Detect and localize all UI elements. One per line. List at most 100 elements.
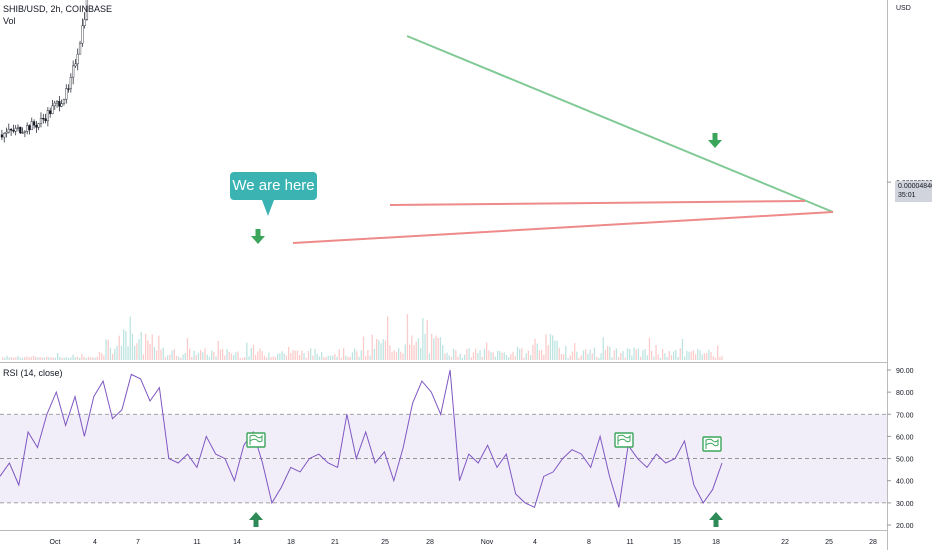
volume-bar — [17, 355, 19, 360]
volume-bar — [662, 348, 664, 360]
volume-bar — [494, 356, 497, 360]
candle-body — [28, 125, 31, 131]
volume-bar — [719, 356, 721, 360]
volume-bar — [618, 357, 620, 360]
flag-icon-glyph — [249, 434, 263, 445]
rsi-tick-label: 30.00 — [896, 501, 914, 508]
volume-bar — [706, 353, 708, 360]
volume-bar — [642, 350, 644, 360]
volume-bar — [46, 356, 48, 360]
volume-bar — [593, 347, 596, 360]
flag-icon-glyph — [705, 438, 719, 449]
candle-body — [55, 101, 59, 104]
volume-bar — [378, 340, 380, 360]
candle-body — [72, 65, 75, 78]
volume-bar — [112, 353, 114, 360]
volume-bar — [235, 352, 237, 360]
candle-body — [30, 121, 33, 131]
volume-bar — [191, 357, 193, 360]
volume-bar — [347, 356, 349, 360]
volume-bar — [409, 344, 411, 360]
candle-body — [14, 128, 17, 132]
volume-bar — [81, 354, 83, 360]
volume-bar — [380, 343, 382, 360]
volume-bar — [87, 356, 90, 360]
volume-bar — [26, 356, 28, 360]
volume-bar — [116, 345, 118, 360]
support-line — [389, 200, 806, 206]
volume-bar — [296, 350, 299, 360]
candle-body — [16, 126, 20, 129]
volume-bar — [637, 348, 640, 360]
volume-bar — [648, 337, 651, 360]
volume-bar — [129, 316, 131, 360]
volume-bar — [552, 335, 554, 360]
volume-bar — [252, 344, 255, 360]
volume-bar — [35, 356, 37, 360]
volume-bar — [329, 355, 332, 360]
volume-bar — [316, 353, 318, 360]
volume-bar — [376, 338, 378, 360]
candle-body — [19, 126, 22, 134]
volume-bar — [74, 357, 76, 360]
volume-bar — [503, 352, 505, 360]
volume-bar — [596, 356, 598, 360]
volume-bar — [101, 353, 103, 360]
candle-body — [65, 88, 68, 100]
volume-bar — [134, 345, 136, 360]
volume-bar — [587, 353, 589, 360]
volume-bar — [197, 352, 200, 360]
volume-bar — [175, 355, 178, 360]
volume-bar — [61, 357, 63, 360]
volume-bar — [411, 335, 413, 360]
we-are-here-callout: We are here — [230, 172, 317, 200]
down-arrow-icon — [251, 236, 265, 244]
volume-bar — [635, 349, 637, 360]
volume-bar — [263, 355, 266, 360]
volume-bar — [290, 353, 292, 360]
last-price-tag: 0.00004840 35:01 — [895, 181, 932, 202]
volume-bar — [690, 351, 692, 360]
volume-bar — [428, 353, 431, 360]
volume-bar — [541, 349, 543, 360]
volume-bar — [246, 342, 248, 360]
volume-bar — [653, 356, 655, 360]
volume-bar — [560, 353, 563, 360]
time-tick-label: 7 — [136, 539, 140, 546]
volume-bar — [109, 347, 112, 360]
volume-bar — [195, 355, 197, 360]
volume-bar — [215, 356, 217, 360]
volume-bar — [501, 352, 503, 360]
volume-bar — [255, 354, 257, 360]
volume-bar — [626, 348, 629, 360]
candle-body — [3, 133, 6, 138]
volume-bar — [164, 357, 167, 360]
down-arrow-icon-shaft — [712, 133, 718, 141]
candle-body — [62, 99, 66, 104]
volume-bar — [241, 357, 244, 360]
volume-bar — [19, 357, 21, 360]
candle-body — [69, 76, 72, 89]
chart-title: SHIB/USD, 2h, COINBASE — [3, 4, 113, 14]
volume-bar — [395, 351, 398, 360]
volume-bar — [516, 346, 519, 360]
volume-bar — [239, 357, 241, 360]
volume-bar — [332, 355, 334, 360]
time-tick-label: 15 — [673, 539, 681, 546]
volume-bar — [358, 356, 360, 360]
candle-body — [37, 123, 40, 128]
volume-bar — [490, 352, 492, 360]
volume-bar — [640, 356, 642, 360]
volume-bar — [670, 355, 673, 360]
volume-bar — [292, 350, 294, 360]
volume-bar — [147, 340, 149, 360]
volume-bar — [285, 355, 288, 360]
volume-bar — [294, 350, 296, 360]
volume-bar — [131, 333, 134, 360]
volume-bar — [444, 353, 446, 360]
candle-body — [60, 103, 63, 107]
volume-bar — [624, 357, 626, 360]
candle-body — [51, 105, 54, 114]
